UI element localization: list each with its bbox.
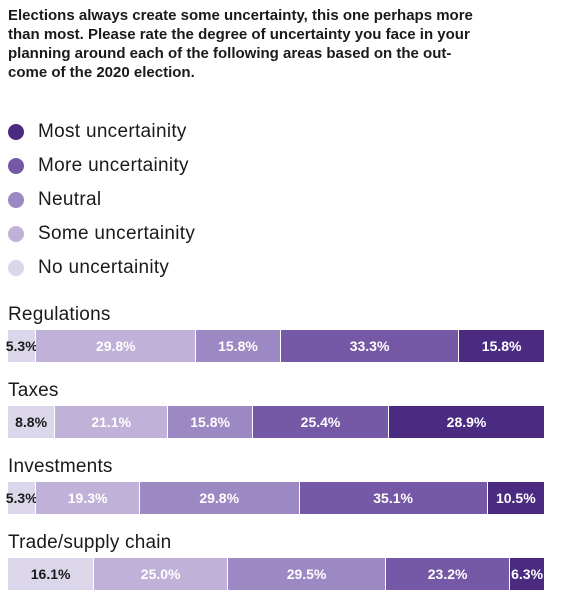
category-label: Regulations [8,304,111,325]
legend-swatch-icon [8,192,24,208]
stacked-bar: 5.3% 29.8% 15.8% 33.3% 15.8% [5,330,544,362]
legend-label: Some uncertainity [38,223,196,244]
stacked-bar: 8.8% 21.1% 15.8% 25.4% 28.9% [8,406,544,438]
stacked-bar: 16.1% 25.0% 29.5% 23.2% 6.3% [8,558,544,590]
legend-label: Most uncertainity [38,121,187,142]
bar-segment: 15.8% [168,406,253,438]
data-label: 19.3% [67,490,108,506]
bar-segment: 33.3% [280,330,460,362]
legend-swatch-icon [8,158,24,174]
data-label: 28.9% [446,414,487,430]
bar-segment: 5.3% [5,482,38,514]
data-label: 5.3% [5,338,38,354]
data-label: 25.4% [300,414,341,430]
data-label: 21.1% [91,414,132,430]
bar-segment: 25.0% [94,558,229,590]
stacked-bar: 5.3% 19.3% 29.8% 35.1% 10.5% [5,482,544,514]
category-label: Investments [8,456,113,477]
data-label: 15.8% [218,338,258,354]
bar-segment: 29.5% [228,558,387,590]
chart-title-line: than most. Please rate the degree of unc… [8,26,470,43]
data-label: 23.2% [427,566,468,582]
bar-segment: 29.8% [139,482,300,514]
bar-segment: 10.5% [487,482,544,514]
bar-segment: 23.2% [386,558,511,590]
chart-title: Elections always create some uncertainty… [8,6,568,82]
data-label: 35.1% [373,490,413,506]
data-label: 6.3% [511,566,544,582]
data-label: 29.8% [95,338,136,354]
chart-title-line: Elections always create some uncertainty… [8,7,473,24]
legend-item: Some uncertainity [8,217,195,251]
bar-segment: 28.9% [389,406,544,438]
data-label: 10.5% [495,490,536,506]
bar-segment: 29.8% [36,330,197,362]
data-label: 29.5% [286,566,327,582]
legend-item: Neutral [8,183,195,217]
chart-title-line: come of the 2020 election. [8,64,195,81]
legend-item: Most uncertainity [8,115,195,149]
bar-segment: 8.8% [8,406,56,438]
category-label: Trade/supply chain [8,532,172,553]
bar-segment: 25.4% [252,406,390,438]
data-label: 33.3% [349,338,390,354]
bar-segment: 19.3% [36,482,140,514]
category-label: Taxes [8,380,59,401]
legend-label: More uncertainity [38,155,189,176]
bar-segment: 15.8% [459,330,544,362]
legend-item: No uncertainity [8,251,195,285]
data-label: 29.8% [199,490,240,506]
data-label: 16.1% [30,566,71,582]
data-label: 5.3% [5,490,38,506]
chart-title-line: planning around each of the following ar… [8,45,452,62]
bar-segment: 16.1% [8,558,95,590]
legend-label: Neutral [38,189,102,210]
bar-segment: 21.1% [55,406,169,438]
legend-label: No uncertainity [38,257,170,278]
legend-swatch-icon [8,124,24,140]
bar-segment: 6.3% [510,558,544,590]
legend-swatch-icon [8,226,24,242]
data-label: 25.0% [140,566,181,582]
bar-segment: 35.1% [299,482,488,514]
data-label: 15.8% [190,414,230,430]
legend-swatch-icon [8,260,24,276]
legend-item: More uncertainity [8,149,195,183]
bar-segment: 15.8% [196,330,281,362]
data-label: 8.8% [15,414,48,430]
data-label: 15.8% [481,338,522,354]
legend: Most uncertainity More uncertainity Neutra… [8,115,195,285]
bar-segment: 5.3% [5,330,38,362]
